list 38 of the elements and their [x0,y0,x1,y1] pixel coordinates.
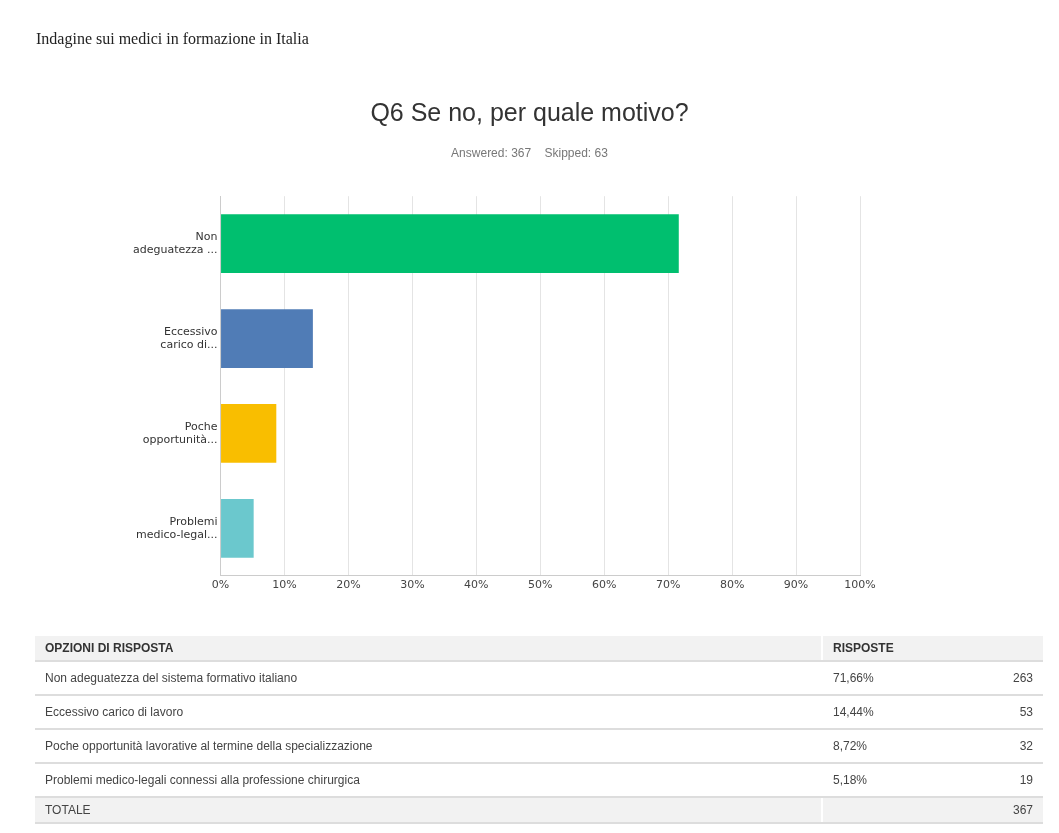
x-tick-label: 60% [591,578,617,592]
x-tick-label: 90% [783,578,809,592]
y-tick-label: Eccessivo carico di... [160,324,218,352]
text: 14,44% [822,695,973,729]
y-tick-label: Poche opportunità... [142,419,218,446]
x-tick-label: 50% [528,578,553,592]
y-tick-label: Problemi medico-legal... [135,514,218,541]
x-tick-label: 30% [400,578,425,592]
text: Poche opportunità lavorative al termine della specializzazione [35,729,822,763]
text: 71,66% [822,661,973,695]
bar [221,404,277,463]
text: Problemi medico-legali connessi alla professione chirurgica [35,763,822,797]
text: Indagine sui medici in formazione in Italia [36,30,309,48]
x-tick-label: 80% [719,578,745,592]
text: RISPOSTE [822,636,973,661]
x-tick-label: 20% [336,578,361,592]
y-tick-label: Non adeguatezza ... [132,229,218,257]
text: 8,72% [822,729,973,763]
text: OPZIONI DI RISPOSTA [35,636,822,661]
text: 5,18% [822,763,973,797]
bar [221,214,679,274]
x-tick-label: 10% [272,578,297,592]
text: 32 [973,729,1043,763]
text: Eccessivo carico di lavoro [35,695,822,729]
chart-subtitle: Answered: 367 Skipped: 63 [450,146,609,160]
chart-title: Q6 Se no, per quale motivo? [369,98,690,127]
text: 53 [973,695,1043,729]
x-tick-label: 40% [464,578,489,592]
bar [221,498,254,558]
text: 19 [973,763,1043,797]
bar [221,309,313,368]
text: 263 [973,661,1043,695]
text: 367 [973,797,1043,823]
x-tick-label: 70% [655,578,681,592]
x-tick-label: 0% [211,578,230,592]
text: TOTALE [35,797,822,823]
x-tick-label: 100% [844,578,876,592]
text: Non adeguatezza del sistema formativo italiano [35,661,822,695]
